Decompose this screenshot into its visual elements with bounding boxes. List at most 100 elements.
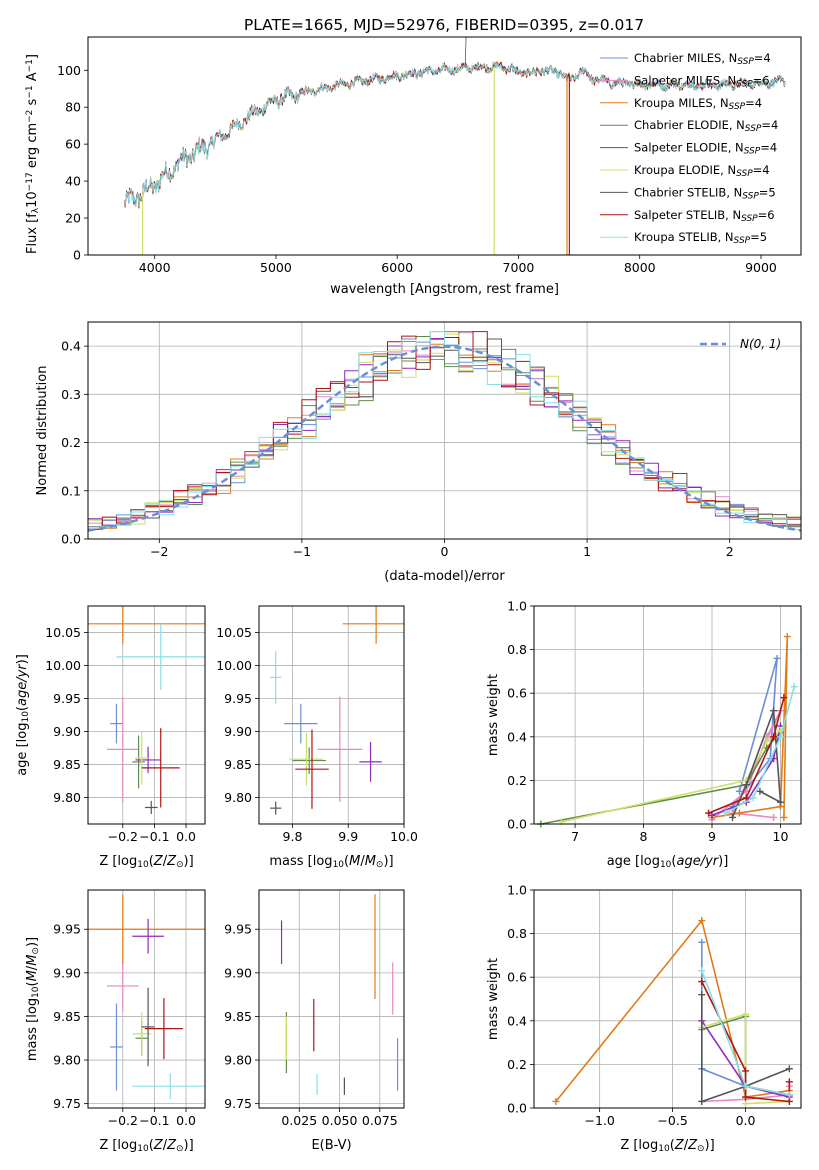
axes-frame [533, 889, 802, 1109]
weight-marker [742, 794, 750, 802]
x-tick-label: −0.1 [139, 1113, 169, 1128]
x-tick-label: −2 [150, 544, 168, 559]
x-axis-label: mass [log10(M/M⊙)] [269, 854, 393, 870]
x-axis-label: Z [log10(Z/Z⊙)] [99, 1138, 193, 1154]
y-tick-label: 9.80 [53, 1053, 81, 1068]
x-tick-label: −0.2 [108, 1113, 138, 1128]
legend-label: N(0, 1) [740, 337, 781, 351]
weight-marker [742, 1093, 750, 1101]
weight-series [711, 725, 782, 817]
y-tick-label: 9.95 [53, 691, 81, 706]
weight-marker [742, 1082, 750, 1090]
y-tick-label: 10.05 [216, 625, 252, 640]
legend-label: Chabrier STELIB, NSSP=5 [634, 185, 776, 201]
y-tick-label: 9.85 [224, 757, 252, 772]
x-tick-label: 4000 [139, 260, 171, 275]
weight-marker [785, 1091, 793, 1099]
weight-marker [773, 654, 781, 662]
weight-marker [698, 978, 706, 986]
x-tick-label: 9000 [745, 260, 777, 275]
axes-frame [258, 889, 405, 1109]
normal-curve [87, 345, 802, 532]
y-tick-label: 0.0 [507, 817, 527, 832]
weight-marker [776, 798, 784, 806]
spectrum-series [124, 60, 786, 207]
y-tick-label: 20 [65, 211, 81, 226]
y-tick-label: 9.95 [224, 691, 252, 706]
weight-marker [770, 813, 778, 821]
x-axis-label: E(B-V) [311, 1138, 351, 1153]
y-tick-label: 0.2 [507, 773, 527, 788]
x-tick-label: 6000 [381, 260, 413, 275]
x-tick-label: 7000 [503, 260, 535, 275]
x-tick-label: −1.0 [584, 1113, 614, 1128]
x-tick-label: −1 [293, 544, 311, 559]
weight-marker [735, 809, 743, 817]
y-tick-label: 9.90 [53, 724, 81, 739]
y-tick-label: 0.2 [507, 1057, 527, 1072]
legend-label: Kroupa MILES, NSSP=4 [634, 96, 762, 112]
y-tick-label: 9.95 [53, 922, 81, 937]
x-axis-label: age [log10(age/yr)] [607, 854, 729, 870]
mass-vs-ebv-points [280, 894, 399, 1095]
x-tick-label: 0.0 [176, 1113, 196, 1128]
x-tick-label: 9 [708, 829, 716, 844]
x-tick-label: −0.5 [657, 1113, 687, 1128]
y-tick-label: 9.80 [224, 1053, 252, 1068]
legend-label: Salpeter ELODIE, NSSP=4 [634, 141, 777, 157]
x-tick-label: 2 [726, 544, 734, 559]
legend-label: Chabrier ELODIE, NSSP=4 [634, 118, 778, 134]
y-tick-label: 0.1 [61, 483, 81, 498]
y-tick-label: 1.0 [507, 883, 527, 898]
x-tick-label: 0 [441, 544, 449, 559]
weight-marker [742, 781, 750, 789]
weight-vs-Z-lines [552, 917, 793, 1108]
weight-marker [790, 683, 798, 691]
y-axis-label: mass weight [486, 674, 501, 756]
y-tick-label: 0.2 [61, 435, 81, 450]
y-axis-label: mass [log10(M/M⊙)] [25, 937, 41, 1061]
x-tick-label: 0.075 [362, 1113, 398, 1128]
x-axis-label: Z [log10(Z/Z⊙)] [620, 1138, 714, 1154]
legend-label: Kroupa STELIB, NSSP=5 [634, 230, 767, 246]
weight-series [708, 697, 785, 814]
x-tick-label: 0.025 [281, 1113, 317, 1128]
axes-frame [258, 605, 405, 825]
spectrum-lines [124, 37, 786, 255]
x-tick-label: 9.9 [338, 829, 358, 844]
mass-vs-Z-points [88, 894, 205, 1100]
weight-marker [698, 991, 706, 999]
y-tick-label: 9.85 [53, 757, 81, 772]
age-vs-mass-points [270, 606, 404, 815]
weight-series [725, 686, 795, 814]
legend-label: Kroupa ELODIE, NSSP=4 [634, 163, 770, 179]
y-tick-label: 0.0 [507, 1101, 527, 1116]
y-tick-label: 0.4 [507, 1013, 527, 1028]
y-tick-label: 10.00 [45, 658, 81, 673]
y-tick-label: 9.75 [224, 1096, 252, 1111]
axes-frame [87, 36, 802, 256]
weight-marker [698, 967, 706, 975]
histogram-series [88, 331, 801, 530]
weight-marker [763, 737, 771, 745]
legend-label: Chabrier MILES, NSSP=4 [634, 51, 771, 67]
y-tick-label: 0.0 [61, 532, 81, 547]
weight-marker [742, 1010, 750, 1018]
histogram-series [88, 338, 801, 528]
y-tick-label: 0.8 [507, 642, 527, 657]
axes-frame [533, 605, 802, 825]
weight-marker [742, 1100, 750, 1108]
x-axis-label: (data-model)/error [384, 569, 505, 584]
y-tick-label: 1.0 [507, 599, 527, 614]
x-axis-label: Z [log10(Z/Z⊙)] [99, 854, 193, 870]
x-axis-label: wavelength [Angstrom, rest frame] [330, 282, 559, 297]
y-tick-label: 10.05 [45, 625, 81, 640]
x-tick-label: 1 [583, 544, 591, 559]
y-axis-label: Normed distribution [35, 366, 50, 496]
y-tick-label: 9.85 [53, 1009, 81, 1024]
x-tick-label: 7 [571, 829, 579, 844]
y-tick-label: 0.4 [61, 339, 81, 354]
weight-marker [722, 809, 730, 817]
weight-marker [785, 1097, 793, 1105]
